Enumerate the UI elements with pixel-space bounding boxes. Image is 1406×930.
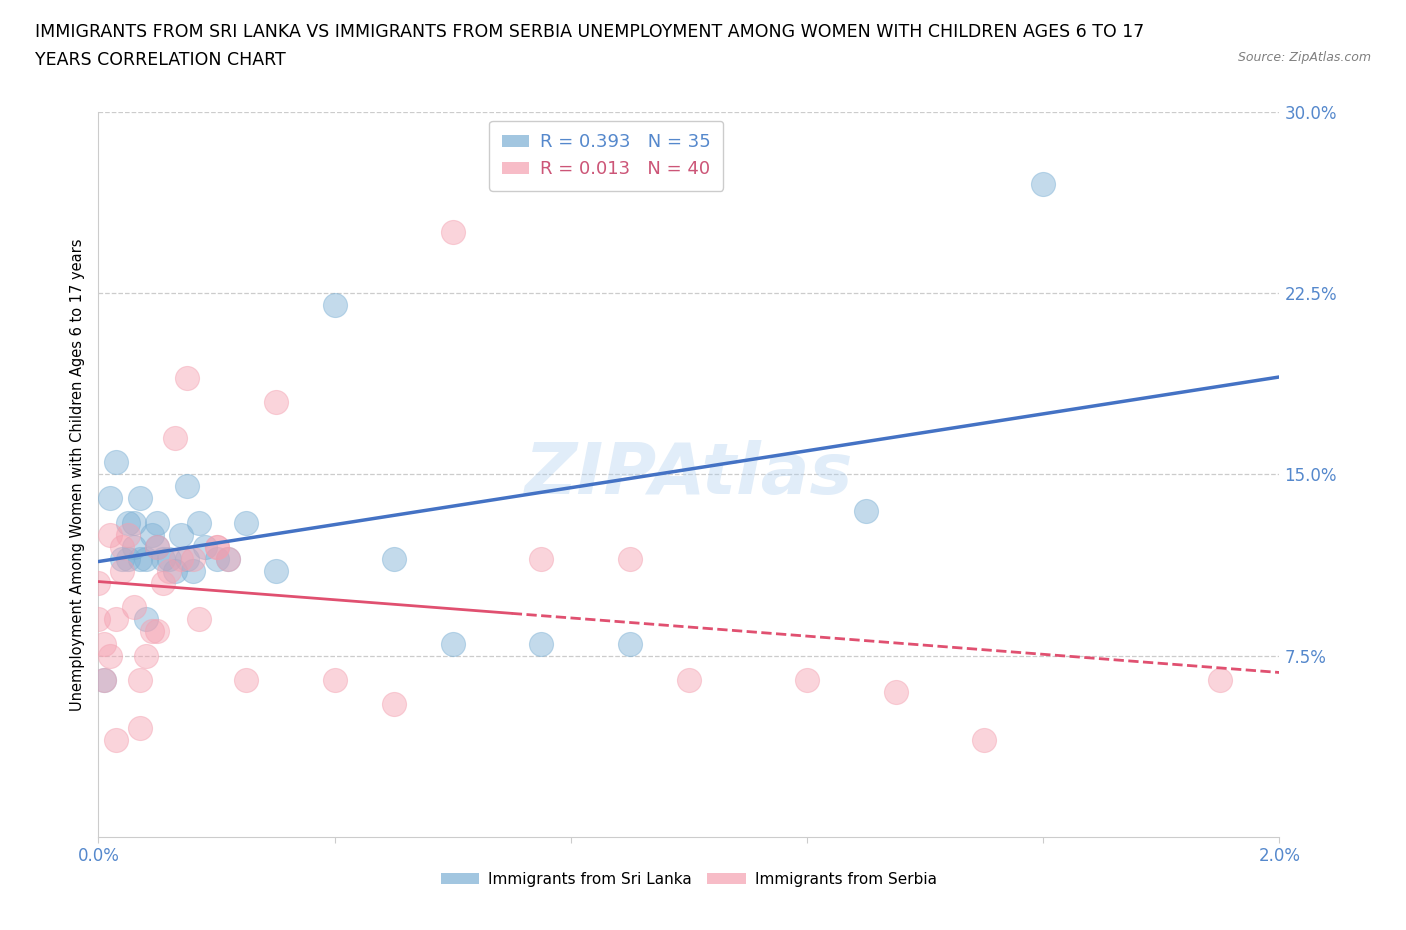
Point bbox=[146, 624, 169, 639]
Text: Source: ZipAtlas.com: Source: ZipAtlas.com bbox=[1237, 51, 1371, 64]
Point bbox=[855, 503, 877, 518]
Point bbox=[619, 636, 641, 651]
Point bbox=[105, 455, 128, 470]
Point bbox=[884, 684, 907, 699]
Point bbox=[382, 551, 405, 566]
Point bbox=[152, 551, 174, 566]
Point bbox=[441, 636, 464, 651]
Point bbox=[87, 612, 110, 627]
Point bbox=[117, 551, 139, 566]
Point bbox=[678, 672, 700, 687]
Point bbox=[235, 515, 257, 530]
Point bbox=[122, 515, 145, 530]
Point bbox=[1209, 672, 1232, 687]
Point bbox=[796, 672, 818, 687]
Point bbox=[176, 479, 198, 494]
Point bbox=[217, 551, 239, 566]
Point bbox=[205, 551, 228, 566]
Y-axis label: Unemployment Among Women with Children Ages 6 to 17 years: Unemployment Among Women with Children A… bbox=[69, 238, 84, 711]
Point bbox=[441, 225, 464, 240]
Point bbox=[176, 551, 198, 566]
Point bbox=[181, 564, 204, 578]
Point bbox=[122, 539, 145, 554]
Point bbox=[1032, 177, 1054, 192]
Point bbox=[152, 576, 174, 591]
Point bbox=[530, 636, 553, 651]
Point bbox=[98, 527, 121, 542]
Point bbox=[530, 551, 553, 566]
Point bbox=[128, 672, 150, 687]
Point bbox=[217, 551, 239, 566]
Point bbox=[141, 527, 163, 542]
Point bbox=[117, 515, 139, 530]
Point bbox=[157, 551, 180, 566]
Point bbox=[194, 539, 217, 554]
Point bbox=[165, 431, 187, 445]
Point bbox=[323, 298, 346, 312]
Point bbox=[157, 564, 180, 578]
Point bbox=[170, 527, 193, 542]
Point bbox=[187, 515, 209, 530]
Point bbox=[323, 672, 346, 687]
Text: ZIPAtlas: ZIPAtlas bbox=[524, 440, 853, 509]
Point bbox=[128, 721, 150, 736]
Point bbox=[264, 394, 287, 409]
Point bbox=[93, 672, 115, 687]
Point bbox=[176, 370, 198, 385]
Point bbox=[111, 564, 134, 578]
Point bbox=[146, 515, 169, 530]
Point bbox=[128, 491, 150, 506]
Point bbox=[128, 551, 150, 566]
Point bbox=[111, 539, 134, 554]
Point bbox=[141, 624, 163, 639]
Point bbox=[205, 539, 228, 554]
Legend: Immigrants from Sri Lanka, Immigrants from Serbia: Immigrants from Sri Lanka, Immigrants fr… bbox=[433, 864, 945, 895]
Point bbox=[235, 672, 257, 687]
Point bbox=[98, 491, 121, 506]
Point bbox=[205, 539, 228, 554]
Point bbox=[146, 539, 169, 554]
Point bbox=[181, 551, 204, 566]
Point bbox=[135, 612, 157, 627]
Point bbox=[187, 612, 209, 627]
Point bbox=[135, 551, 157, 566]
Text: YEARS CORRELATION CHART: YEARS CORRELATION CHART bbox=[35, 51, 285, 69]
Point bbox=[973, 733, 995, 748]
Point bbox=[170, 551, 193, 566]
Point bbox=[619, 551, 641, 566]
Point bbox=[105, 612, 128, 627]
Point bbox=[382, 697, 405, 711]
Point bbox=[165, 564, 187, 578]
Point bbox=[135, 648, 157, 663]
Point bbox=[146, 539, 169, 554]
Point bbox=[117, 527, 139, 542]
Point bbox=[105, 733, 128, 748]
Point bbox=[122, 600, 145, 615]
Point bbox=[93, 636, 115, 651]
Point bbox=[87, 576, 110, 591]
Point bbox=[111, 551, 134, 566]
Point bbox=[98, 648, 121, 663]
Point bbox=[93, 672, 115, 687]
Text: IMMIGRANTS FROM SRI LANKA VS IMMIGRANTS FROM SERBIA UNEMPLOYMENT AMONG WOMEN WIT: IMMIGRANTS FROM SRI LANKA VS IMMIGRANTS … bbox=[35, 23, 1144, 41]
Point bbox=[264, 564, 287, 578]
